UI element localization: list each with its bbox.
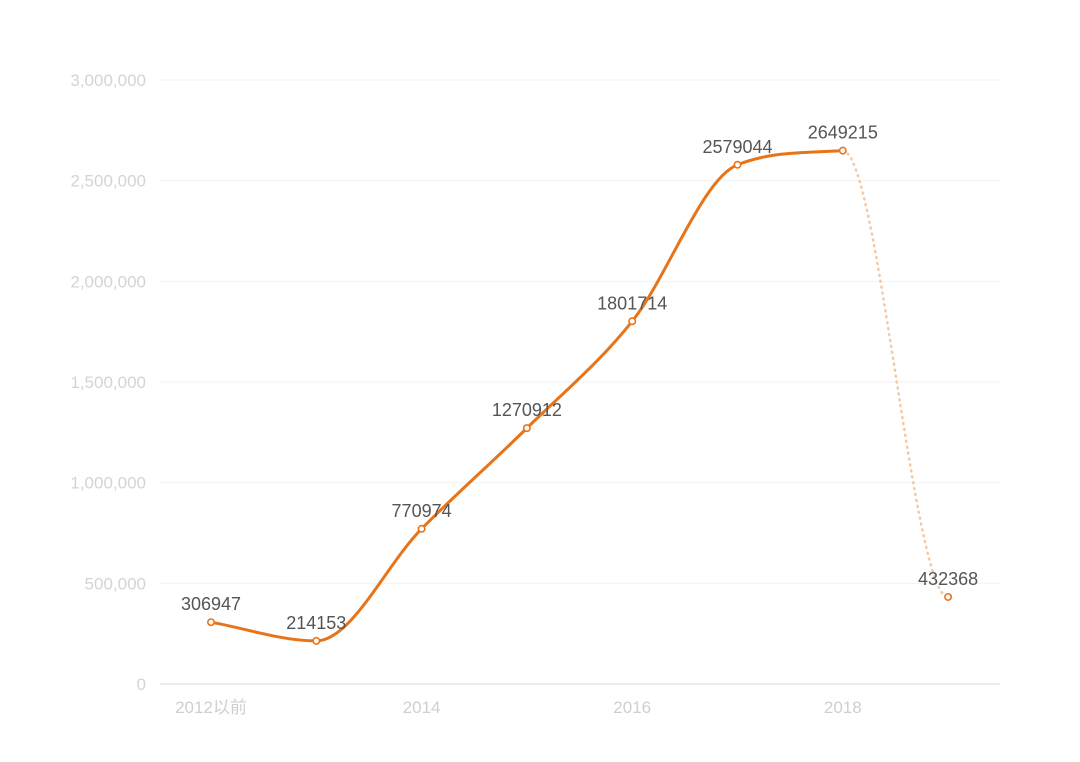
x-tick-label: 2016 [613,698,651,717]
data-point-marker [312,636,321,645]
data-label: 1801714 [597,293,667,313]
gridlines [160,79,1000,584]
data-label: 2649215 [808,123,878,143]
series-line [209,149,845,643]
data-point-marker [628,317,637,326]
data-point-marker [838,146,847,155]
data-label: 2579044 [702,137,772,157]
data-label: 306947 [181,594,241,614]
data-label: 432368 [918,569,978,589]
y-tick-label: 2,000,000 [70,272,146,291]
y-tick-label: 1,000,000 [70,474,146,493]
y-tick-label: 1,500,000 [70,373,146,392]
x-tick-label: 2014 [403,698,441,717]
y-tick-label: 2,500,000 [70,172,146,191]
data-labels: 306947 214153 770974 1270912 1801714 2579044 2… [181,123,978,633]
y-tick-label: 0 [137,675,146,694]
y-tick-label: 3,000,000 [70,71,146,90]
data-label: 770974 [392,501,452,521]
data-label: 1270912 [492,400,562,420]
data-point-marker [944,592,953,601]
series-projection-line [841,149,950,599]
y-tick-label: 500,000 [85,574,146,593]
data-points [207,146,953,645]
data-label: 214153 [286,613,346,633]
data-point-marker [417,524,426,533]
x-axis-ticks: 2012以前 2014 2016 2018 [175,698,862,717]
x-tick-label: 2012以前 [175,698,247,717]
data-point-marker [733,160,742,169]
x-tick-label: 2018 [824,698,862,717]
y-axis-ticks: 0 500,000 1,000,000 1,500,000 2,000,000 2,500… [70,71,146,694]
data-point-marker [522,424,531,433]
data-point-marker [207,618,216,627]
